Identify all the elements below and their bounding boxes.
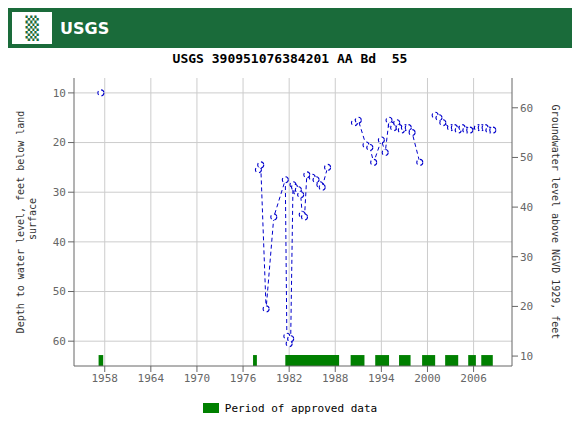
- svg-text:60: 60: [520, 102, 533, 115]
- svg-text:1958: 1958: [91, 372, 118, 385]
- svg-text:20: 20: [53, 136, 66, 149]
- svg-text:50: 50: [53, 285, 66, 298]
- html-text:USGS: USGS: [60, 18, 110, 38]
- svg-text:60: 60: [53, 335, 66, 348]
- html-text:Period of approved data: Period of approved data: [224, 401, 378, 415]
- html-text:USGS 390951076384201 AA Bd 55: USGS 390951076384201 AA Bd 55: [172, 51, 408, 66]
- svg-text:Depth to water level, feet bel: Depth to water level, feet below land su…: [15, 111, 38, 334]
- svg-text:2006: 2006: [460, 372, 487, 385]
- svg-text:10: 10: [53, 87, 66, 100]
- svg-text:40: 40: [520, 201, 533, 214]
- svg-text:1994: 1994: [368, 372, 395, 385]
- svg-text:10: 10: [520, 350, 533, 363]
- svg-text:1964: 1964: [138, 372, 165, 385]
- svg-text:2000: 2000: [414, 372, 441, 385]
- svg-text:20: 20: [520, 300, 533, 313]
- svg-text:1976: 1976: [230, 372, 257, 385]
- svg-text:30: 30: [53, 186, 66, 199]
- svg-text:1988: 1988: [322, 372, 349, 385]
- svg-text:Groundwater level above NGVD 1: Groundwater level above NGVD 1929, feet: [550, 105, 561, 340]
- svg-text:30: 30: [520, 251, 533, 264]
- svg-text:50: 50: [520, 151, 533, 164]
- svg-text:1970: 1970: [184, 372, 211, 385]
- svg-text:1982: 1982: [276, 372, 303, 385]
- svg-text:40: 40: [53, 236, 66, 249]
